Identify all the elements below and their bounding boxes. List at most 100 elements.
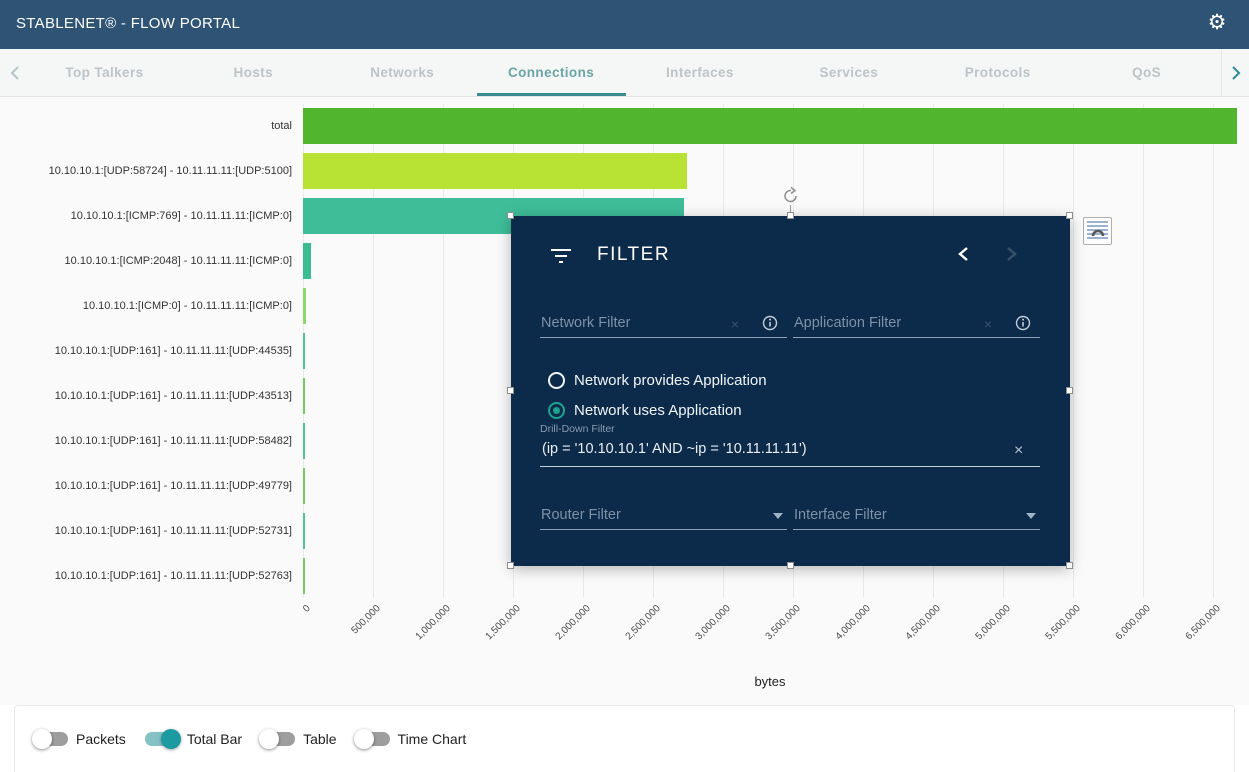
toggle-label: Time Chart (397, 731, 467, 747)
bar-row-label: 10.10.10.1:[UDP:161] - 10.11.11.11:[UDP:… (54, 525, 292, 537)
router-filter-select[interactable]: Router Filter (540, 503, 787, 530)
bar-row-label: 10.10.10.1:[ICMP:769] - 10.11.11.11:[ICM… (70, 210, 292, 222)
application-filter-input[interactable]: Application Filter × (793, 311, 1040, 338)
tab-services[interactable]: Services (819, 65, 879, 80)
dialog-forward-chevron-icon[interactable] (1005, 246, 1021, 262)
rotate-handle-icon[interactable] (781, 186, 801, 206)
tab-qos[interactable]: QoS (1132, 65, 1162, 80)
tab-top-talkers[interactable]: Top Talkers (65, 65, 144, 80)
network-filter-placeholder: Network Filter (541, 315, 631, 331)
toggle-knob (259, 729, 280, 749)
bar-row-label: 10.10.10.1:[UDP:58724] - 10.11.11.11:[UD… (48, 165, 292, 177)
bar-row-label: 10.10.10.1:[UDP:161] - 10.11.11.11:[UDP:… (54, 480, 292, 492)
report-thumbnail-icon[interactable] (1083, 217, 1112, 245)
resize-handle[interactable] (507, 387, 514, 394)
toggle-label: Packets (76, 731, 126, 747)
dialog-back-chevron-icon[interactable] (956, 246, 972, 262)
network-filter-clear-icon[interactable]: × (730, 316, 739, 332)
toggle-time-chart[interactable]: Time Chart (353, 729, 467, 749)
toggle-switch-time-chart[interactable] (353, 729, 390, 749)
toggle-switch-packets[interactable] (32, 729, 68, 749)
app-header: STABLENET® - FLOW PORTAL ⚙ (0, 0, 1249, 49)
router-filter-caret-icon[interactable] (773, 513, 783, 519)
bar-10-10-10-1-udp-161-10-11-11-11-udp-52731[interactable] (303, 513, 305, 549)
bar-row-label: 10.10.10.1:[UDP:161] - 10.11.11.11:[UDP:… (54, 345, 292, 357)
drilldown-filter-label: Drill-Down Filter (540, 423, 615, 435)
tab-bar: Top Talkers Hosts Networks Connections Inter… (0, 49, 1249, 97)
tab-interfaces[interactable]: Interfaces (666, 65, 734, 80)
app-title: STABLENET® - FLOW PORTAL (16, 15, 241, 32)
radio-button[interactable] (548, 371, 565, 389)
tab-hosts[interactable]: Hosts (233, 65, 274, 80)
interface-filter-placeholder: Interface Filter (794, 507, 887, 523)
toggle-label: Total Bar (186, 731, 243, 747)
rotate-handle-stem (790, 205, 791, 213)
toggle-switch-table[interactable] (259, 729, 296, 749)
tab-list: Top Talkers Hosts Networks Connections Inter… (30, 49, 1221, 96)
bar-10-10-10-1-udp-161-10-11-11-11-udp-58482[interactable] (303, 423, 305, 459)
gridline (1213, 104, 1214, 598)
gridline (443, 104, 444, 598)
bar-10-10-10-1-udp-161-10-11-11-11-udp-44535[interactable] (303, 333, 305, 369)
resize-handle[interactable] (507, 562, 514, 569)
bar-10-10-10-1-icmp-2048-10-11-11-11-icmp-0[interactable] (303, 243, 311, 279)
bar-10-10-10-1-udp-161-10-11-11-11-udp-43513[interactable] (303, 378, 305, 414)
interface-filter-caret-icon[interactable] (1026, 513, 1036, 519)
tab-networks[interactable]: Networks (370, 65, 435, 80)
drilldown-filter-value[interactable]: (ip = '10.10.10.1' AND ~ip = '10.11.11.1… (542, 441, 807, 457)
radio-option-network-uses-application[interactable]: Network uses Application (548, 395, 767, 425)
tabs-scroll-right-chevron-icon[interactable] (1221, 49, 1249, 96)
toggle-table[interactable]: Table (259, 729, 337, 749)
network-filter-info-icon[interactable] (762, 315, 778, 336)
drilldown-filter-clear-icon[interactable]: × (1014, 442, 1024, 459)
tabs-scroll-left-chevron-icon[interactable] (0, 49, 30, 96)
radio-label: Network provides Application (574, 371, 767, 389)
gridline (1143, 104, 1144, 598)
bar-row-label: 10.10.10.1:[UDP:161] - 10.11.11.11:[UDP:… (54, 570, 292, 582)
tab-connections[interactable]: Connections (476, 49, 626, 96)
resize-handle[interactable] (1066, 387, 1073, 394)
toggle-knob (160, 729, 181, 749)
bar-10-10-10-1-udp-58724-10-11-11-11-udp-5100[interactable] (303, 153, 687, 189)
interface-filter-select[interactable]: Interface Filter (793, 503, 1040, 530)
bar-total[interactable] (303, 108, 1237, 144)
resize-handle[interactable] (1066, 562, 1073, 569)
toggle-switch-total-bar[interactable] (144, 729, 181, 749)
resize-handle[interactable] (1066, 212, 1073, 219)
bar-row-label: total (271, 120, 292, 132)
toggle-label: Table (303, 731, 337, 747)
bar-10-10-10-1-udp-161-10-11-11-11-udp-49779[interactable] (303, 468, 305, 504)
filter-dialog[interactable]: FILTER Network Filter × Application Filt… (511, 216, 1070, 566)
application-filter-placeholder: Application Filter (794, 315, 902, 331)
resize-handle[interactable] (786, 562, 794, 569)
bar-row-label: 10.10.10.1:[ICMP:0] - 10.11.11.11:[ICMP:… (82, 300, 292, 312)
filter-funnel-icon (549, 247, 573, 270)
application-filter-clear-icon[interactable]: × (983, 316, 992, 332)
toggle-bar: Packets Total Bar Table Time Chart (14, 705, 1235, 772)
tab-protocols[interactable]: Protocols (964, 65, 1031, 80)
filter-dialog-wrapper: FILTER Network Filter × Application Filt… (507, 186, 1073, 569)
radio-group: Network provides Application Network uses… (548, 365, 767, 425)
bar-10-10-10-1-udp-161-10-11-11-11-udp-52763[interactable] (303, 558, 305, 594)
toggle-knob (353, 729, 374, 749)
radio-option-network-provides-application[interactable]: Network provides Application (548, 365, 767, 395)
gridline (1073, 104, 1074, 598)
resize-handle[interactable] (786, 212, 794, 219)
filter-dialog-title: FILTER (597, 244, 671, 265)
bar-row-label: 10.10.10.1:[ICMP:2048] - 10.11.11.11:[IC… (64, 255, 292, 267)
resize-handle[interactable] (507, 212, 514, 219)
toggle-packets[interactable]: Packets (32, 729, 126, 749)
settings-gear-icon[interactable]: ⚙ (1207, 11, 1227, 34)
radio-button[interactable] (548, 401, 565, 419)
toggle-total-bar[interactable]: Total Bar (144, 729, 243, 749)
toggle-knob (32, 729, 52, 749)
network-filter-input[interactable]: Network Filter × (540, 311, 787, 338)
x-axis-label: bytes (754, 674, 786, 689)
bar-row-label: 10.10.10.1:[UDP:161] - 10.11.11.11:[UDP:… (54, 435, 292, 447)
drilldown-filter-underline (540, 466, 1040, 467)
radio-label: Network uses Application (574, 401, 742, 419)
bar-10-10-10-1-icmp-0-10-11-11-11-icmp-0[interactable] (303, 288, 306, 324)
application-filter-info-icon[interactable] (1015, 315, 1031, 336)
bar-row-label: 10.10.10.1:[UDP:161] - 10.11.11.11:[UDP:… (54, 390, 292, 402)
